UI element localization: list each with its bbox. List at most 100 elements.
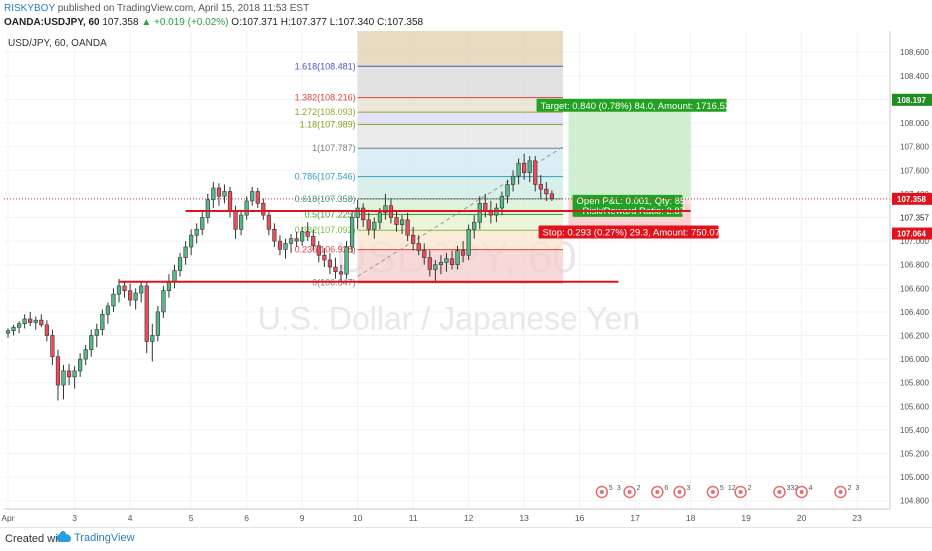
fib-band-0 bbox=[357, 249, 563, 283]
price-tick-label: 105.800 bbox=[900, 379, 929, 388]
price-tag-label: 107.358 bbox=[897, 195, 926, 204]
candle-body bbox=[78, 358, 83, 372]
candle-body bbox=[327, 259, 333, 268]
fib-band-1.272 bbox=[357, 97, 563, 113]
price-tick-label: 108.600 bbox=[900, 48, 929, 57]
economic-events: 5 3 2 6 3 5 12 2 332 4 2 3 bbox=[595, 485, 860, 499]
fib-band-0.382 bbox=[357, 214, 563, 231]
candle-body bbox=[422, 250, 427, 258]
price-tick-label: 105.400 bbox=[900, 426, 929, 435]
event-extra: 12 bbox=[728, 485, 736, 492]
event-extra: 3 bbox=[617, 485, 621, 492]
candle-body bbox=[233, 211, 238, 230]
candle-body bbox=[50, 335, 55, 358]
fib-label-0.786: 0.786(107.546) bbox=[295, 172, 356, 182]
candle-body bbox=[544, 188, 549, 195]
price-tick-label: 105.600 bbox=[900, 402, 929, 411]
price-change: ▲ +0.019 (+0.02%) bbox=[141, 17, 229, 28]
candle-body bbox=[411, 234, 416, 244]
price-tick-label: 106.200 bbox=[900, 332, 929, 341]
candle-body bbox=[427, 257, 432, 270]
candle-body bbox=[128, 290, 133, 301]
candle-body bbox=[505, 184, 510, 197]
price-tick-label: 107.800 bbox=[900, 143, 929, 152]
cloud-icon bbox=[57, 531, 71, 542]
time-tick-label: 9 bbox=[300, 513, 305, 523]
last-price: 107.358 bbox=[102, 17, 139, 28]
tradingview-logo[interactable]: TradingView bbox=[57, 531, 135, 544]
candle-body bbox=[111, 293, 116, 307]
candle-body bbox=[155, 311, 160, 336]
author-name[interactable]: RISKYBOY bbox=[4, 3, 55, 14]
candle-body bbox=[383, 205, 388, 214]
candle-body bbox=[11, 326, 16, 332]
candle-body bbox=[122, 285, 127, 291]
candle-body bbox=[5, 330, 11, 334]
candle-body bbox=[144, 285, 149, 342]
event-flag-dot bbox=[838, 490, 843, 494]
time-tick-label: 6 bbox=[244, 513, 249, 523]
fib-band-0.236 bbox=[357, 230, 563, 250]
candle-body bbox=[438, 262, 444, 265]
candle-body bbox=[477, 203, 482, 223]
candle-body bbox=[472, 221, 477, 230]
candle-body bbox=[449, 258, 455, 265]
target-label-bg bbox=[536, 98, 727, 112]
candle-body bbox=[22, 318, 27, 325]
fib-label-1.18: 1.18(107.989) bbox=[300, 119, 356, 129]
candle-body bbox=[222, 191, 227, 197]
watermark-name: U.S. Dollar / Japanese Yen bbox=[258, 301, 640, 337]
time-tick-label: Apr bbox=[1, 513, 14, 523]
ohlc-values: O:107.371 H:107.377 L:107.340 C:107.358 bbox=[231, 17, 424, 28]
candle-body bbox=[194, 228, 199, 236]
profit-zone bbox=[568, 99, 691, 199]
candle-body bbox=[433, 264, 438, 270]
created-with-text: Created with bbox=[5, 533, 67, 545]
price-tag-bg bbox=[892, 227, 932, 240]
publish-text: published on TradingView.com, April 15, … bbox=[54, 3, 310, 14]
fib-band-1 bbox=[357, 124, 563, 149]
event-flag-dot bbox=[627, 490, 632, 494]
candle-body bbox=[499, 195, 505, 209]
event-count: 2 bbox=[748, 485, 752, 492]
candle-body bbox=[355, 207, 360, 218]
fib-label-0.236: 0.236(106.928) bbox=[295, 245, 356, 255]
candle-body bbox=[305, 231, 310, 237]
brand-name: TradingView bbox=[74, 532, 135, 544]
candle-body bbox=[266, 214, 271, 230]
candle-body bbox=[483, 203, 488, 211]
price-tag-label: 108.197 bbox=[897, 96, 926, 105]
candle-body bbox=[361, 207, 366, 221]
candle-body bbox=[338, 271, 344, 275]
event-count: 3 bbox=[687, 485, 691, 492]
symbol-info: OANDA:USDJPY, 60 107.358 ▲ +0.019 (+0.02… bbox=[4, 17, 423, 28]
time-tick-label: 19 bbox=[741, 513, 751, 523]
time-tick-label: 13 bbox=[519, 513, 529, 523]
candle-body bbox=[116, 285, 122, 295]
price-tick-label: 104.800 bbox=[900, 497, 929, 506]
event-count: 4 bbox=[809, 485, 813, 492]
candle-body bbox=[211, 187, 216, 201]
fib-band-0.786 bbox=[357, 148, 563, 177]
candle-body bbox=[294, 238, 299, 242]
target-label: Target: 0.840 (0.78%) 84.0, Amount: 1716… bbox=[541, 101, 731, 112]
stop-label: Stop: 0.293 (0.27%) 29.3, Amount: 750.07 bbox=[543, 228, 720, 239]
event-count: 332 bbox=[786, 485, 798, 492]
candle-body bbox=[399, 219, 405, 225]
chart-area[interactable]: USDJPY, 60U.S. Dollar / Japanese Yen0(10… bbox=[0, 31, 932, 527]
candle-body bbox=[394, 217, 399, 225]
candle-body bbox=[100, 313, 105, 330]
fib-band-0.5 bbox=[357, 198, 563, 215]
price-tick-label: 108.400 bbox=[900, 72, 929, 81]
price-tag-bg bbox=[892, 192, 932, 205]
time-tick-label: 20 bbox=[797, 513, 807, 523]
price-chart[interactable]: USDJPY, 60U.S. Dollar / Japanese Yen0(10… bbox=[0, 31, 932, 527]
price-tick-label: 106.000 bbox=[900, 355, 929, 364]
price-tag-plain: 107.357 bbox=[900, 214, 929, 223]
candle-body bbox=[277, 240, 283, 250]
event-flag-dot bbox=[799, 490, 804, 494]
fib-label-1.618: 1.618(108.481) bbox=[295, 61, 356, 71]
candle-body bbox=[28, 318, 33, 323]
candle-body bbox=[183, 246, 188, 258]
event-extra: 3 bbox=[856, 485, 860, 492]
